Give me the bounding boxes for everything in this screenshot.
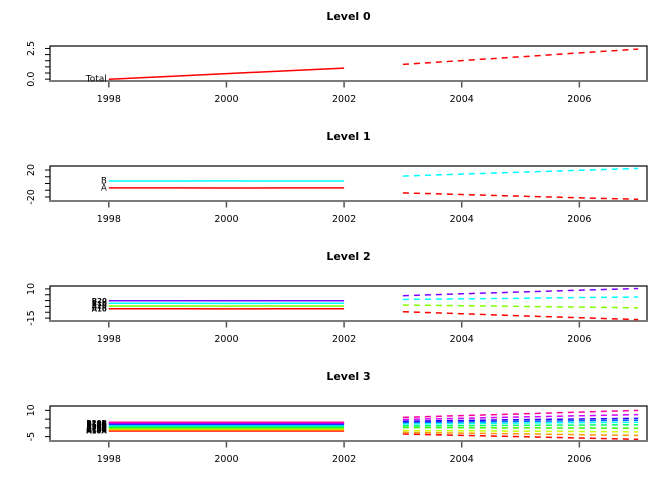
y-tick-label: -5	[26, 432, 37, 441]
series-label-Total: Total	[85, 75, 107, 85]
y-tick-label: -20	[26, 189, 37, 205]
series-label-B10B: B10B	[86, 421, 106, 429]
x-tick-label: 2000	[214, 334, 238, 345]
plot-box	[49, 45, 648, 82]
x-tick-label: 2006	[567, 334, 591, 345]
series-label-B: B	[101, 177, 107, 187]
series-label-B20A: B20A	[86, 419, 107, 427]
series-label-B20: B20	[92, 297, 107, 305]
plot-panel-level-0: 1998 2000 2002 2004 2006 0.0 2.5 Total	[26, 41, 648, 105]
y-tick-label: 2.5	[26, 41, 37, 56]
series-label-A20B: A20B	[86, 423, 107, 431]
series-label-B10C: B10C	[87, 420, 107, 428]
y-tick-label: -15	[26, 310, 37, 326]
x-tick-label: 2004	[450, 334, 474, 345]
x-tick-label: 2000	[214, 454, 238, 465]
x-tick-label: 2000	[214, 214, 238, 225]
y-tick-label: 0.0	[26, 72, 37, 87]
x-tick-label: 2004	[450, 94, 474, 105]
series-label-A10C: A10C	[87, 425, 107, 433]
y-tick-label: 20	[26, 164, 37, 176]
series-label-A10A: A10A	[86, 428, 107, 436]
x-tick-label: 2006	[567, 94, 591, 105]
panel-title-level-3: Level 3	[326, 370, 371, 383]
panel-title-level-0: Level 0	[326, 10, 371, 23]
series-label-B10A: B10A	[86, 422, 107, 430]
x-tick-label: 1998	[97, 454, 121, 465]
series-label-A20: A20	[92, 302, 107, 310]
panel-title-level-2: Level 2	[326, 250, 371, 263]
series-label-A10B: A10B	[86, 426, 107, 434]
x-tick-label: 2002	[332, 334, 356, 345]
x-tick-label: 2002	[332, 94, 356, 105]
x-tick-label: 2006	[567, 454, 591, 465]
plot-panel-level-1: 1998 2000 2002 2004 2006 -20 20 AB	[26, 164, 648, 225]
x-tick-label: 1998	[97, 94, 121, 105]
x-tick-label: 2004	[450, 214, 474, 225]
series-label-A20A: A20A	[86, 424, 107, 432]
series-label-B10: B10	[92, 300, 107, 308]
x-tick-label: 2000	[214, 94, 238, 105]
x-tick-label: 2004	[450, 454, 474, 465]
panel-title-level-1: Level 1	[326, 130, 371, 143]
x-tick-label: 1998	[97, 334, 121, 345]
x-tick-label: 2002	[332, 454, 356, 465]
x-tick-label: 2006	[567, 214, 591, 225]
history-line-Total	[108, 67, 345, 80]
y-tick-label: 10	[26, 283, 37, 295]
plot-panel-level-3: 1998 2000 2002 2004 2006 -5 10 A10AA10BA10CA20A…	[26, 404, 648, 465]
series-label-A: A	[101, 183, 107, 193]
x-tick-label: 1998	[97, 214, 121, 225]
series-label-B20B: B20B	[86, 419, 106, 427]
y-tick-label: 10	[26, 404, 37, 416]
series-label-A10: A10	[92, 305, 107, 313]
x-tick-label: 2002	[332, 214, 356, 225]
